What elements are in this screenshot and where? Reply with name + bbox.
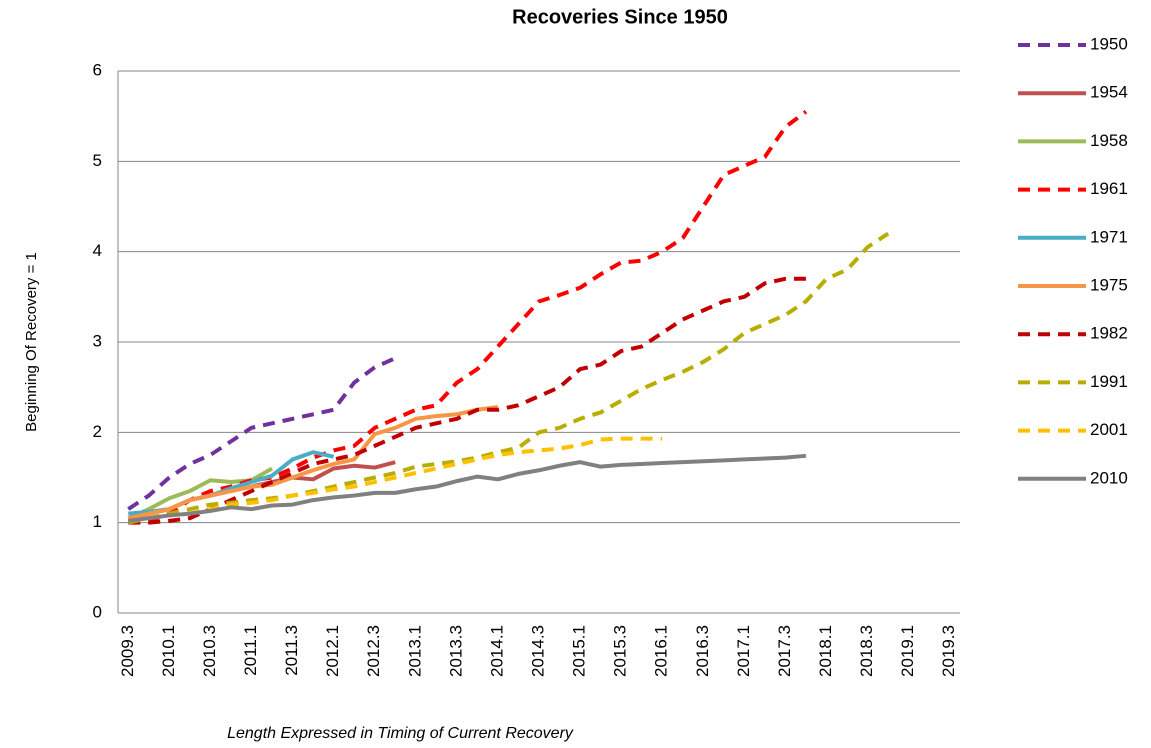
x-tick-label: 2018.1 (816, 625, 835, 677)
x-tick-label: 2015.3 (611, 625, 630, 677)
y-axis-label: Beginning Of Recovery = 1 (23, 252, 40, 432)
y-tick-label: 3 (93, 331, 102, 350)
legend-label: 1971 (1090, 227, 1128, 246)
series-line (127, 405, 499, 521)
y-tick-label: 6 (93, 60, 102, 79)
x-tick-label: 2017.1 (734, 625, 753, 677)
series-line (127, 231, 890, 525)
x-tick-label: 2009.3 (118, 625, 137, 677)
series-line (128, 436, 663, 523)
x-tick-label: 2019.1 (898, 625, 917, 677)
legend-label: 1991 (1090, 372, 1128, 391)
legend-label: 2010 (1090, 468, 1128, 487)
x-tick-label: 2014.3 (528, 625, 547, 677)
x-tick-label: 2016.3 (693, 625, 712, 677)
y-tick-label: 2 (93, 422, 102, 441)
chart-title: Recoveries Since 1950 (512, 6, 728, 28)
x-tick-label: 2013.1 (405, 625, 424, 677)
x-tick-label: 2011.1 (241, 625, 260, 676)
series-line (127, 356, 397, 511)
x-tick-label: 2018.3 (857, 625, 876, 677)
x-tick-label: 2016.1 (652, 625, 671, 677)
legend-label: 1982 (1090, 324, 1128, 343)
x-tick-label: 2012.1 (323, 625, 342, 677)
x-tick-label: 2015.1 (570, 625, 589, 677)
x-axis-label: Length Expressed in Timing of Current Re… (227, 725, 574, 742)
y-tick-label: 5 (93, 151, 102, 170)
x-tick-label: 2012.3 (364, 625, 383, 677)
y-tick-label: 1 (93, 512, 102, 531)
x-tick-label: 2010.3 (200, 625, 219, 677)
legend-label: 2001 (1090, 420, 1128, 439)
y-tick-label: 4 (93, 241, 102, 260)
x-tick-label: 2010.1 (159, 625, 178, 677)
legend-label: 1950 (1090, 34, 1128, 53)
x-tick-label: 2019.3 (939, 625, 958, 677)
series-line (128, 276, 806, 525)
y-tick-label: 0 (93, 602, 102, 621)
x-tick-label: 2011.3 (282, 625, 301, 676)
legend-label: 1975 (1090, 275, 1128, 294)
series-line (128, 453, 807, 523)
x-tick-label: 2017.3 (775, 625, 794, 677)
legend-label: 1961 (1090, 179, 1128, 198)
x-tick-label: 2013.3 (446, 625, 465, 677)
legend-label: 1958 (1090, 131, 1128, 150)
x-tick-label: 2014.1 (487, 625, 506, 677)
legend-label: 1954 (1090, 83, 1128, 102)
